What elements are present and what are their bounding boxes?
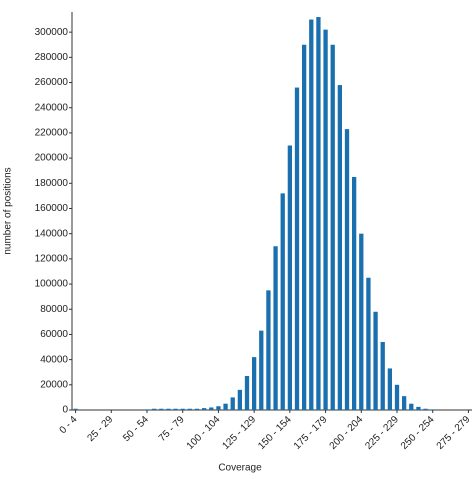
- y-tick-label: 0: [62, 405, 68, 416]
- y-tick-label: 180000: [35, 178, 69, 189]
- x-tick-label: 150 - 154: [256, 414, 294, 452]
- bar: [344, 129, 350, 410]
- y-tick-label: 240000: [35, 102, 69, 113]
- y-tick-label: 200000: [35, 153, 69, 164]
- y-tick-label: 120000: [35, 254, 69, 265]
- bar: [323, 29, 328, 411]
- bar: [423, 408, 428, 410]
- bar: [316, 17, 321, 411]
- bar: [230, 397, 235, 410]
- x-tick-label: 75 - 79: [157, 414, 187, 444]
- bar: [180, 408, 185, 410]
- bar: [387, 368, 392, 410]
- bar: [259, 330, 264, 410]
- y-tick-label: 80000: [40, 304, 68, 315]
- bar: [373, 311, 378, 410]
- bar: [294, 87, 300, 411]
- bar: [337, 85, 342, 411]
- bar: [252, 357, 257, 410]
- bar: [402, 396, 407, 410]
- y-tick-label: 140000: [35, 228, 69, 239]
- bar: [330, 44, 335, 411]
- bar: [416, 406, 421, 410]
- y-tick-label: 300000: [35, 27, 69, 38]
- x-tick-label: 200 - 204: [328, 414, 366, 452]
- y-tick-label: 40000: [40, 354, 68, 365]
- bar: [223, 403, 228, 410]
- x-tick-label: 50 - 54: [121, 414, 151, 444]
- bar: [187, 408, 192, 410]
- bar: [273, 246, 278, 410]
- x-tick-label: 25 - 29: [85, 414, 115, 444]
- x-tick-label: 0 - 4: [58, 414, 80, 436]
- y-tick-label: 100000: [35, 279, 69, 290]
- bar: [166, 408, 171, 410]
- bar: [352, 176, 357, 410]
- bar: [202, 408, 207, 410]
- x-tick-label: 250 - 254: [399, 414, 437, 452]
- bar: [173, 408, 178, 410]
- y-tick-label: 60000: [40, 329, 68, 340]
- bar: [394, 384, 400, 410]
- bar: [409, 403, 414, 410]
- y-tick-label: 280000: [35, 52, 69, 63]
- bar: [287, 145, 292, 410]
- x-tick-label: 225 - 229: [363, 414, 401, 452]
- x-tick-label: 275 - 279: [435, 414, 473, 452]
- bar: [280, 193, 285, 410]
- bar: [216, 406, 221, 410]
- bar: [359, 233, 364, 410]
- y-tick-label: 260000: [35, 77, 69, 88]
- y-tick-label: 160000: [35, 203, 69, 214]
- x-axis-label: Coverage: [218, 463, 262, 474]
- x-tick-label: 175 - 179: [292, 414, 330, 452]
- bar: [244, 375, 250, 410]
- y-axis-label: number of positions: [3, 167, 14, 254]
- x-tick-label: 125 - 129: [220, 414, 258, 452]
- bar: [266, 290, 271, 410]
- bar: [73, 408, 78, 410]
- bar: [380, 341, 385, 410]
- bar: [209, 407, 214, 410]
- y-tick-label: 220000: [35, 128, 69, 139]
- bar: [144, 409, 150, 410]
- bar: [194, 408, 200, 410]
- bar: [366, 277, 371, 410]
- bar: [152, 408, 157, 410]
- bar: [159, 408, 164, 410]
- bar: [309, 19, 314, 411]
- y-tick-label: 20000: [40, 379, 68, 390]
- x-tick-label: 100 - 104: [185, 414, 223, 452]
- bar: [302, 44, 307, 411]
- bar: [237, 389, 242, 410]
- bar: [430, 409, 435, 410]
